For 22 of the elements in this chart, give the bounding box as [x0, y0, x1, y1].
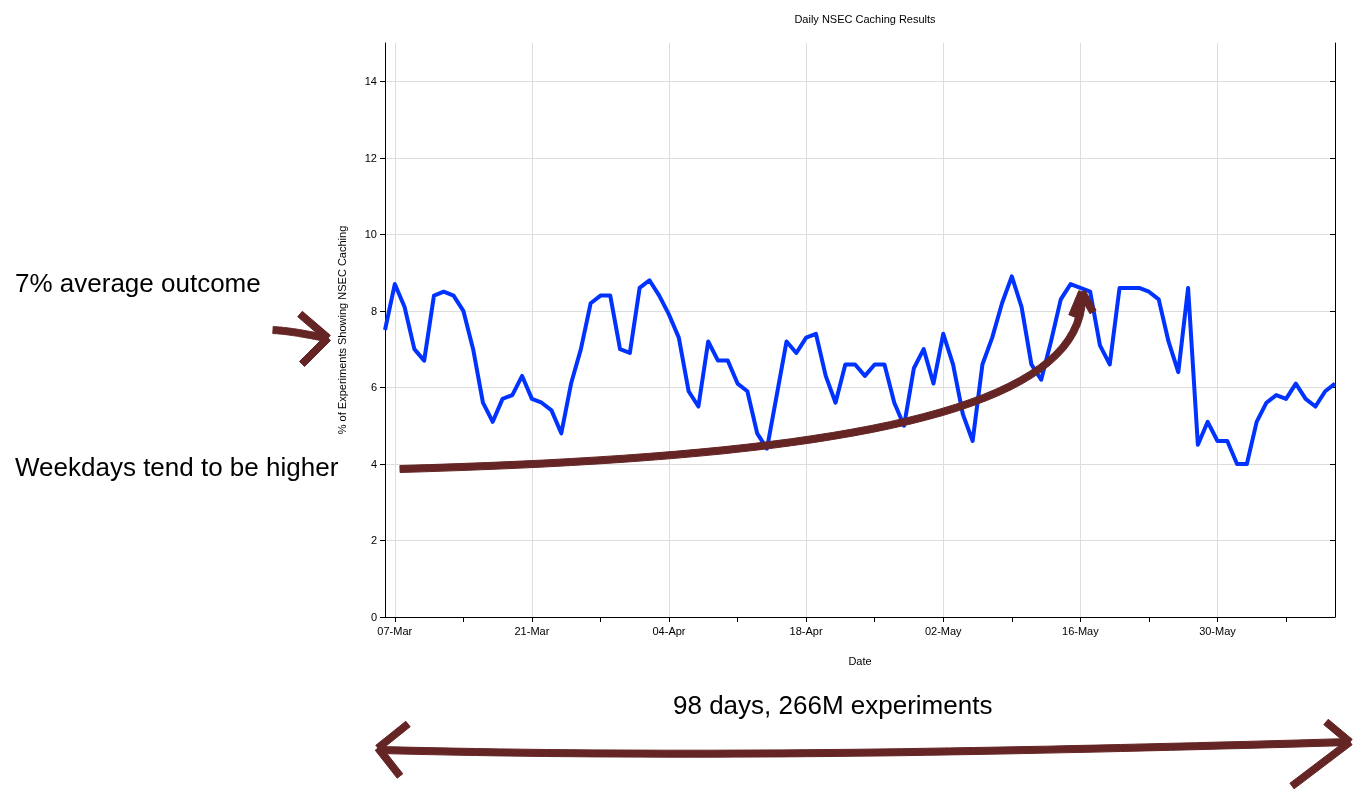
- text: Weekdays tend to be higher: [15, 452, 339, 483]
- y-tick-label: 6: [370, 381, 377, 394]
- x-axis-title: Date: [848, 654, 872, 667]
- text: 98 days, 266M experiments: [673, 690, 993, 721]
- x-tick-label: 16-May: [1062, 624, 1100, 637]
- y-tick-label: 14: [364, 75, 377, 88]
- text: 7% average outcome: [15, 268, 261, 299]
- y-tick-label: 12: [364, 151, 377, 164]
- line-series: [383, 274, 1337, 466]
- x-tick-label: 07-Mar: [377, 624, 413, 637]
- x-tick-label: 30-May: [1199, 624, 1237, 637]
- y-tick-label: 0: [370, 611, 377, 623]
- chart-title: Daily NSEC Caching Results: [794, 12, 937, 25]
- x-tick-label: 21-Mar: [514, 624, 550, 637]
- x-tick-label: 18-Apr: [789, 624, 823, 637]
- x-tick-label: 02-May: [924, 624, 963, 637]
- y-axis-title: % of Experiments Showing NSEC Caching: [335, 225, 348, 435]
- x-tick-label: 04-Apr: [652, 624, 686, 637]
- y-tick-label: 10: [364, 228, 377, 241]
- y-tick-label: 8: [370, 304, 377, 317]
- y-tick-label: 4: [370, 457, 377, 470]
- y-tick-label: 2: [370, 534, 377, 547]
